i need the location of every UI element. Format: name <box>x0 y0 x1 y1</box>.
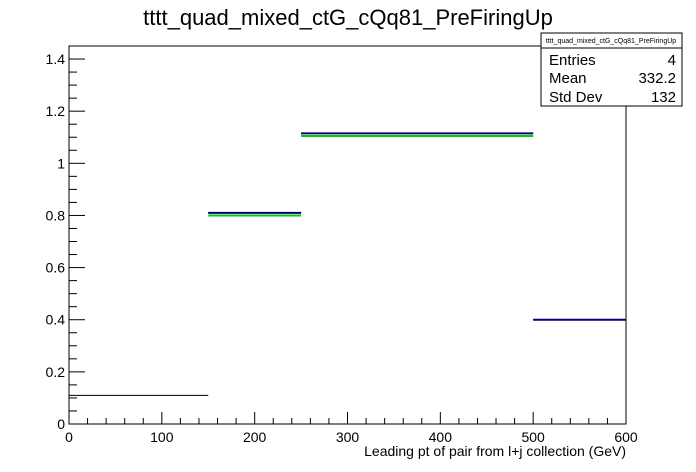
y-tick-label: 0.6 <box>46 260 66 276</box>
stats-mean-label: Mean <box>549 70 587 87</box>
x-tick-label: 0 <box>65 429 73 445</box>
y-tick-label: 1.2 <box>46 103 66 119</box>
histogram-series <box>69 132 626 396</box>
y-tick-label: 1.4 <box>46 51 66 67</box>
x-tick-label: 200 <box>243 429 267 445</box>
stats-stddev-label: Std Dev <box>549 89 603 106</box>
y-tick-label: 0.8 <box>46 207 66 223</box>
stats-stddev-value: 132 <box>651 89 676 106</box>
stats-mean-value: 332.2 <box>638 70 676 87</box>
y-tick-label: 1 <box>57 155 65 171</box>
stats-box: tttt_quad_mixed_ctG_cQq81_PreFiringUp En… <box>540 32 683 107</box>
y-axis: 0 0.2 0.4 0.6 0.8 1 1.2 1.4 <box>46 45 85 432</box>
y-tick-label: 0.4 <box>46 312 66 328</box>
y-tick-label: 0 <box>57 416 65 432</box>
x-tick-label: 600 <box>614 429 638 445</box>
x-tick-label: 300 <box>336 429 360 445</box>
x-tick-label: 500 <box>521 429 545 445</box>
x-axis-title: Leading pt of pair from l+j collection (… <box>364 443 626 459</box>
x-axis: 0 100 200 300 400 500 600 <box>65 412 638 445</box>
chart-title: tttt_quad_mixed_ctG_cQq81_PreFiringUp <box>143 5 553 30</box>
stats-entries-value: 4 <box>668 52 676 69</box>
x-tick-label: 100 <box>150 429 174 445</box>
stats-box-frame <box>540 32 683 107</box>
stats-box-title: tttt_quad_mixed_ctG_cQq81_PreFiringUp <box>546 38 676 45</box>
stats-entries-label: Entries <box>549 52 596 69</box>
x-tick-label: 400 <box>429 429 453 445</box>
y-tick-label: 0.2 <box>46 364 66 380</box>
